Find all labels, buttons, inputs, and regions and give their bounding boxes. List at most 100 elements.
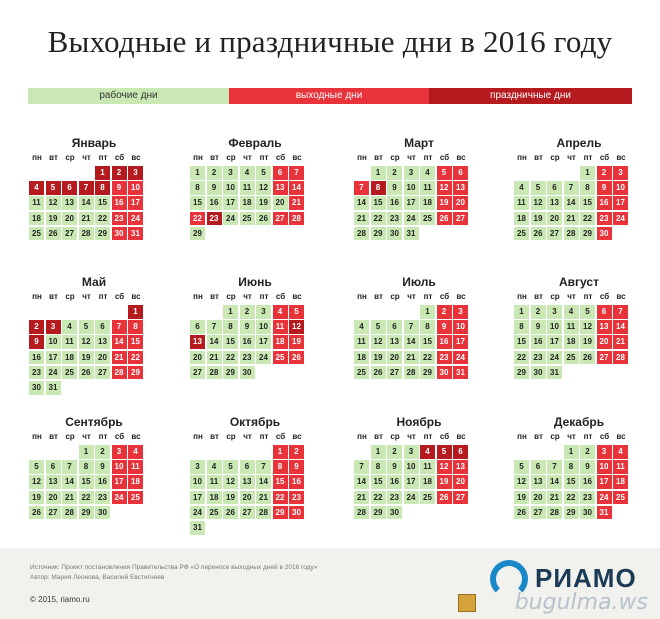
weekday-label: ср	[550, 153, 560, 162]
month-name: Апрель	[556, 136, 602, 150]
weekend-day: 3	[111, 445, 127, 459]
month-name: Июль	[402, 275, 436, 289]
work-day: 19	[45, 211, 61, 226]
weekday-label: пн	[193, 432, 203, 441]
work-day: 10	[190, 475, 205, 489]
work-day: 28	[354, 226, 369, 241]
work-day: 16	[387, 475, 402, 489]
work-day: 13	[45, 475, 61, 489]
work-day: 21	[354, 211, 369, 226]
work-day: 4	[354, 320, 369, 334]
weekday-label: сб	[439, 432, 450, 441]
weekday-label: вс	[616, 432, 626, 441]
legend-weekends: выходные дни	[229, 88, 429, 104]
weekday-label: вс	[292, 153, 302, 162]
weekend-day: 25	[272, 350, 288, 365]
weekday-header: пн вт ср чт пт сб вс	[514, 153, 644, 165]
work-day: 2	[95, 445, 110, 459]
work-day: 7	[547, 460, 562, 474]
work-day: 22	[223, 350, 238, 365]
work-day: 5	[530, 181, 546, 195]
weekend-day: 27	[596, 350, 612, 365]
weekend-day: 2	[436, 305, 452, 319]
work-day: 13	[530, 475, 546, 489]
weekend-day: 27	[453, 211, 468, 226]
weekend-day: 31	[596, 505, 612, 520]
work-day: 10	[45, 335, 61, 349]
weekend-day: 14	[613, 320, 628, 334]
work-day: 31	[45, 381, 61, 395]
weekend-day: 16	[289, 475, 304, 489]
work-day: 18	[563, 335, 579, 349]
work-day: 14	[563, 196, 579, 210]
weekday-label: сб	[114, 432, 125, 441]
legend-workdays: рабочие дни	[28, 88, 229, 104]
work-day: 8	[580, 181, 595, 195]
work-day: 18	[29, 211, 44, 226]
holiday-day: 1	[128, 305, 143, 319]
weekday-label: ср	[550, 432, 560, 441]
weekend-day: 20	[596, 335, 612, 349]
weekend-day: 28	[613, 350, 628, 365]
work-day: 25	[420, 211, 435, 226]
holiday-day: 3	[128, 166, 143, 180]
work-day: 3	[190, 460, 205, 474]
weekday-label: вт	[49, 432, 58, 441]
weekend-day: 18	[272, 335, 288, 349]
weekday-label: чт	[82, 432, 91, 441]
work-day: 24	[190, 505, 205, 520]
work-day: 26	[78, 365, 94, 380]
weekday-label: пт	[423, 153, 433, 162]
work-day: 21	[62, 490, 77, 505]
weekday-label: пт	[259, 432, 269, 441]
holiday-day: 23	[206, 211, 222, 226]
work-day: 26	[45, 226, 61, 241]
weekend-day: 7	[613, 305, 628, 319]
holiday-day: 8	[370, 181, 386, 195]
work-day: 8	[223, 320, 238, 334]
work-day: 18	[62, 350, 77, 365]
month-name: Октябрь	[229, 415, 281, 429]
weekday-label: сб	[599, 432, 610, 441]
month-name: Август	[559, 275, 599, 289]
weekday-label: пт	[98, 432, 108, 441]
weekday-label: вс	[456, 292, 466, 301]
weekend-day: 9	[596, 181, 612, 195]
weekday-label: вс	[292, 432, 302, 441]
weekend-day: 27	[272, 211, 288, 226]
work-day: 4	[420, 166, 435, 180]
work-day: 25	[354, 365, 369, 380]
work-day: 27	[547, 226, 562, 241]
work-day: 21	[78, 211, 94, 226]
work-day: 12	[514, 475, 529, 489]
work-day: 25	[62, 365, 77, 380]
work-day: 1	[223, 305, 238, 319]
weekend-day: 31	[453, 365, 468, 380]
work-day: 1	[190, 166, 205, 180]
weekend-day: 30	[436, 365, 452, 380]
weekend-day: 24	[111, 490, 127, 505]
weekend-day: 26	[436, 211, 452, 226]
work-day: 16	[206, 196, 222, 210]
work-day: 25	[420, 490, 435, 505]
work-day: 11	[206, 475, 222, 489]
weekend-day: 25	[613, 490, 628, 505]
work-day: 7	[256, 460, 271, 474]
author-note: Автор: Мария Леонова, Василий Евстигнеев	[30, 574, 165, 581]
work-day: 17	[256, 335, 271, 349]
weekend-day: 23	[436, 350, 452, 365]
work-day: 9	[206, 181, 222, 195]
work-day: 15	[370, 196, 386, 210]
weekday-header: пн вт ср чт пт сб вс	[29, 153, 159, 165]
work-day: 9	[95, 460, 110, 474]
work-day: 23	[239, 350, 255, 365]
work-day: 26	[370, 365, 386, 380]
work-day: 5	[78, 320, 94, 334]
work-day: 15	[223, 335, 238, 349]
weekend-day: 10	[111, 460, 127, 474]
footer: Источник: Проект постановления Правитель…	[0, 548, 660, 619]
work-day: 11	[420, 181, 435, 195]
work-day: 21	[206, 350, 222, 365]
weekend-day: 11	[128, 460, 143, 474]
work-day: 28	[403, 365, 419, 380]
